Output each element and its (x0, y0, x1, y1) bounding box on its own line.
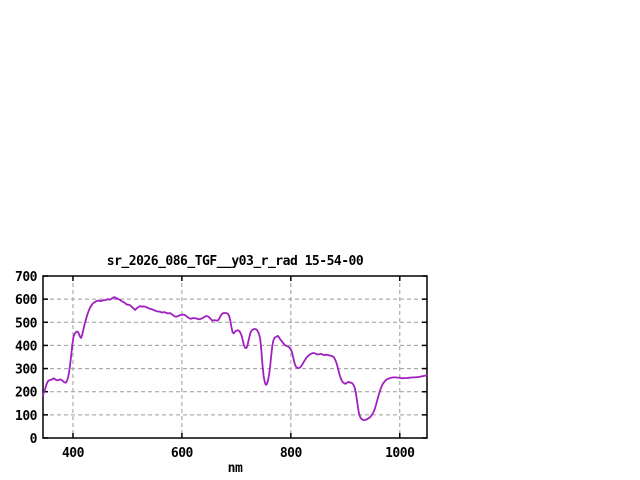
y-tick-label: 100 (15, 409, 38, 424)
label-layer: 0 100 200 300 400 500 600 700 400 600 800 1000 (15, 270, 416, 461)
tick-layer (43, 275, 427, 439)
y-tick-label: 600 (15, 293, 38, 308)
x-axis-label: nm (228, 461, 243, 476)
spectrum-line (42, 296, 428, 422)
x-tick-label: 400 (62, 446, 85, 461)
y-tick-label: 400 (15, 339, 38, 354)
plot-frame (42, 275, 428, 439)
x-tick-label: 1000 (385, 446, 415, 461)
x-tick-label: 800 (280, 446, 303, 461)
y-tick-label: 300 (15, 363, 38, 378)
grid-layer (43, 276, 427, 438)
series-layer (42, 296, 428, 422)
y-tick-label: 700 (15, 270, 38, 285)
x-tick-label: 600 (171, 446, 194, 461)
chart-title: sr_2026_086_TGF__y03_r_rad 15-54-00 (107, 254, 364, 269)
y-tick-label: 500 (15, 316, 38, 331)
y-tick-label: 200 (15, 386, 38, 401)
y-tick-label: 0 (30, 432, 38, 447)
